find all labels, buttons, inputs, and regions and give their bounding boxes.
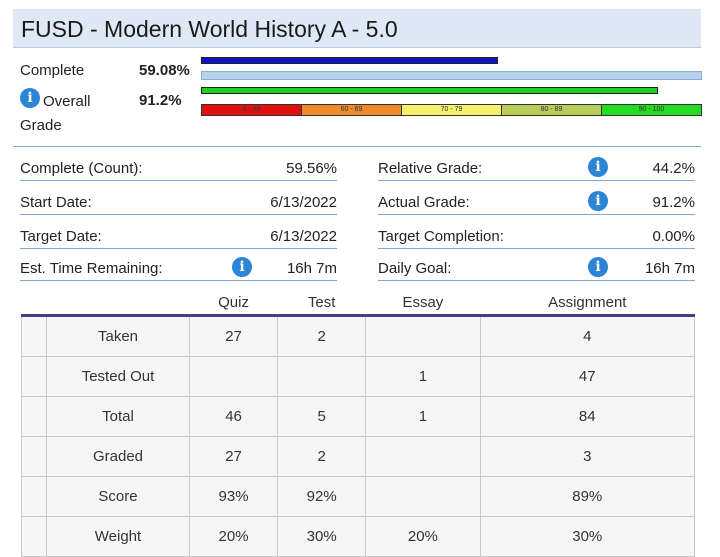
- table-cell: 89%: [479, 476, 696, 517]
- table-cell: 30%: [277, 516, 367, 557]
- info-icon: i: [232, 257, 252, 277]
- table-cell: 92%: [277, 476, 367, 517]
- grade-scale-segment: 80 - 89: [502, 105, 602, 115]
- table-cell: 30%: [479, 516, 696, 557]
- table-cell: 1: [365, 356, 481, 397]
- info-label: Start Date:: [20, 194, 92, 211]
- overall-grade-value: 91.2%: [139, 92, 182, 109]
- info-button[interactable]: i: [232, 257, 252, 277]
- info-icon: i: [588, 257, 608, 277]
- table-cell: 46: [188, 396, 279, 437]
- info-value: 16h 7m: [286, 260, 337, 277]
- complete-value: 59.08%: [139, 62, 190, 79]
- table-cell: 4: [479, 315, 696, 357]
- info-label: Target Completion:: [378, 228, 504, 245]
- info-icon: i: [588, 191, 608, 211]
- info-label: Daily Goal:: [378, 260, 452, 277]
- info-row: Actual Grade: i 91.2%: [378, 191, 695, 215]
- info-icon: i: [20, 88, 40, 108]
- grade-scale-segment: 0 - 59: [202, 105, 302, 115]
- table-cell: 27: [188, 315, 279, 357]
- table-cell: [365, 476, 481, 517]
- complete-progress-bar: [201, 57, 498, 64]
- table-row: Taken 27 2 4: [21, 315, 696, 357]
- grade-scale-segment: 90 - 100: [602, 105, 701, 115]
- info-label: Relative Grade:: [378, 160, 483, 177]
- table-cell: 84: [479, 396, 696, 437]
- info-row: Target Date: 6/13/2022: [20, 228, 337, 249]
- table-row: Score 93% 92% 89%: [21, 476, 696, 517]
- complete-progress-track: [201, 71, 702, 80]
- table-cell: 20%: [188, 516, 279, 557]
- info-label: Est. Time Remaining:: [20, 260, 163, 277]
- table-cell: 47: [479, 356, 696, 397]
- table-row: Weight 20% 30% 20% 30%: [21, 516, 696, 557]
- course-title: FUSD - Modern World History A - 5.0: [21, 16, 398, 42]
- assessment-stats-table: Quiz Test Essay Assignment Taken 27 2 4 Test…: [21, 290, 696, 557]
- info-value: 59.56%: [286, 160, 337, 177]
- section-divider: [13, 146, 701, 147]
- row-label: Graded: [46, 436, 190, 477]
- overall-label: Overall: [43, 93, 91, 110]
- table-cell: 5: [277, 396, 367, 437]
- info-icon: i: [588, 157, 608, 177]
- row-label: Total: [46, 396, 190, 437]
- table-cell: 93%: [188, 476, 279, 517]
- info-button[interactable]: i: [588, 157, 608, 177]
- table-row: Total 46 5 1 84: [21, 396, 696, 437]
- info-value: 16h 7m: [644, 260, 695, 277]
- grade-label: Grade: [20, 117, 62, 134]
- row-label: Tested Out: [46, 356, 190, 397]
- table-row: Tested Out 1 47: [21, 356, 696, 397]
- info-label: Actual Grade:: [378, 194, 470, 211]
- column-header-essay: Essay: [402, 293, 444, 311]
- table-cell: 27: [188, 436, 279, 477]
- info-value: 0.00%: [652, 228, 695, 245]
- table-row: Graded 27 2 3: [21, 436, 696, 477]
- info-button[interactable]: i: [588, 257, 608, 277]
- info-label: Target Date:: [20, 228, 102, 245]
- grade-scale-segment: 60 - 69: [302, 105, 402, 115]
- info-label: Complete (Count):: [20, 160, 143, 177]
- info-value: 44.2%: [652, 160, 695, 177]
- row-label: Score: [46, 476, 190, 517]
- grade-scale: 0 - 59 60 - 69 70 - 79 80 - 89 90 - 100: [201, 104, 702, 116]
- table-cell: 2: [277, 436, 367, 477]
- table-cell: 20%: [365, 516, 481, 557]
- table-cell: 1: [365, 396, 481, 437]
- table-cell: 3: [479, 436, 696, 477]
- info-value: 6/13/2022: [270, 194, 337, 211]
- table-cell: [188, 356, 279, 397]
- column-header-assignment: Assignment: [548, 293, 627, 311]
- info-row: Daily Goal: i 16h 7m: [378, 257, 695, 281]
- overall-grade-bar: [201, 87, 658, 94]
- course-header: FUSD - Modern World History A - 5.0: [13, 9, 701, 48]
- info-row: Target Completion: 0.00%: [378, 228, 695, 249]
- info-value: 6/13/2022: [270, 228, 337, 245]
- table-header-row: Quiz Test Essay Assignment: [21, 290, 695, 316]
- table-cell: [365, 436, 481, 477]
- table-cell: 2: [277, 315, 367, 357]
- grade-scale-segment: 70 - 79: [402, 105, 502, 115]
- overall-grade-info-button[interactable]: i: [20, 88, 40, 108]
- column-header-test: Test: [307, 293, 336, 311]
- column-header-quiz: Quiz: [218, 293, 249, 311]
- row-label: Weight: [46, 516, 190, 557]
- info-button[interactable]: i: [588, 191, 608, 211]
- table-cell: [365, 315, 481, 357]
- info-row: Complete (Count): 59.56%: [20, 160, 337, 181]
- table-cell: [277, 356, 367, 397]
- complete-label: Complete: [20, 62, 85, 79]
- info-row: Relative Grade: i 44.2%: [378, 157, 695, 181]
- info-value: 91.2%: [652, 194, 695, 211]
- info-row: Start Date: 6/13/2022: [20, 194, 337, 215]
- row-label: Taken: [46, 315, 190, 357]
- info-row: Est. Time Remaining: i 16h 7m: [20, 257, 337, 281]
